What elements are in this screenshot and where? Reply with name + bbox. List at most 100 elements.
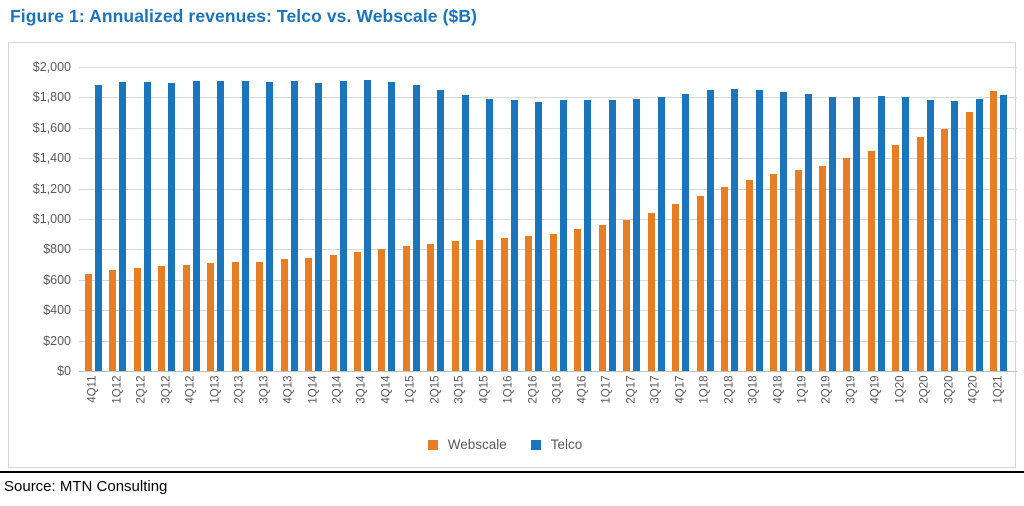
x-tick-label: 4Q19 bbox=[869, 375, 882, 404]
bar-telco-3q19 bbox=[853, 97, 861, 371]
x-tick-label: 3Q13 bbox=[258, 375, 271, 404]
bar-telco-4q14 bbox=[388, 82, 396, 371]
telco-legend-label: Telco bbox=[550, 437, 583, 452]
bar-telco-3q12 bbox=[168, 83, 176, 371]
bar-telco-1q12 bbox=[119, 82, 127, 371]
bar-telco-1q15 bbox=[412, 85, 420, 371]
x-tick-label: 2Q16 bbox=[527, 375, 540, 404]
bar-webscale-4q14 bbox=[378, 249, 386, 371]
y-tick-label: $400 bbox=[43, 303, 71, 318]
bar-telco-1q19 bbox=[804, 94, 812, 371]
x-tick-label: 3Q15 bbox=[453, 375, 466, 404]
bar-telco-4q13 bbox=[290, 81, 298, 371]
bar-webscale-4q19 bbox=[867, 151, 875, 371]
y-tick-label: $0 bbox=[57, 364, 71, 378]
bar-webscale-2q15 bbox=[427, 244, 435, 371]
bar-telco-3q17 bbox=[657, 97, 665, 371]
bar-telco-3q16 bbox=[559, 100, 567, 371]
bar-webscale-1q20 bbox=[892, 145, 900, 371]
chart-area: $0 $200 $400 $600 $800 $1,000 $1,200 $1,400 $1,6… bbox=[8, 42, 1017, 468]
bar-webscale-3q13 bbox=[256, 262, 264, 371]
x-tick-label: 1Q12 bbox=[111, 375, 124, 404]
bar-telco-3q14 bbox=[363, 80, 371, 371]
bar-telco-3q18 bbox=[755, 90, 763, 371]
x-tick-label: 1Q15 bbox=[404, 375, 417, 404]
bar-webscale-1q15 bbox=[402, 246, 410, 371]
bar-telco-1q18 bbox=[706, 90, 714, 371]
bar-telco-3q20 bbox=[951, 101, 959, 371]
x-tick-label: 2Q18 bbox=[723, 375, 736, 404]
bar-telco-3q13 bbox=[266, 82, 274, 371]
bar-telco-4q17 bbox=[682, 94, 690, 371]
x-tick-label: 1Q19 bbox=[796, 375, 809, 404]
gridline bbox=[79, 219, 1017, 220]
bar-webscale-4q20 bbox=[965, 112, 973, 371]
x-tick-label: 4Q13 bbox=[282, 375, 295, 404]
bar-telco-2q17 bbox=[633, 99, 641, 371]
bar-telco-4q12 bbox=[192, 81, 200, 371]
x-tick-label: 3Q14 bbox=[355, 375, 368, 404]
x-tick-label: 2Q13 bbox=[233, 375, 246, 404]
x-tick-label: 2Q19 bbox=[820, 375, 833, 404]
source-text: Source: MTN Consulting bbox=[4, 478, 168, 495]
bar-telco-4q20 bbox=[975, 99, 983, 371]
bar-telco-1q14 bbox=[315, 83, 322, 371]
bar-webscale-1q13 bbox=[207, 263, 215, 371]
x-tick-label: 4Q16 bbox=[576, 375, 589, 404]
chart-legend: Webscale Telco bbox=[9, 437, 1015, 452]
divider-line bbox=[0, 471, 1024, 473]
x-tick-label: 4Q12 bbox=[184, 375, 197, 404]
bar-webscale-2q20 bbox=[916, 137, 924, 371]
bar-webscale-1q14 bbox=[305, 258, 312, 371]
bar-telco-2q15 bbox=[437, 90, 445, 371]
bar-telco-2q20 bbox=[926, 100, 934, 371]
x-tick-label: 3Q19 bbox=[845, 375, 858, 404]
x-tick-label: 4Q14 bbox=[380, 375, 393, 404]
bar-webscale-3q18 bbox=[745, 180, 753, 371]
y-tick-label: $1,600 bbox=[32, 120, 71, 135]
bar-webscale-1q18 bbox=[696, 196, 704, 371]
x-tick-label: 1Q16 bbox=[502, 375, 515, 404]
x-tick-label: 3Q16 bbox=[551, 375, 564, 404]
bar-telco-1q21 bbox=[1000, 95, 1008, 371]
bar-webscale-2q19 bbox=[818, 166, 826, 371]
bar-telco-4q19 bbox=[877, 96, 885, 371]
x-tick-label: 1Q13 bbox=[209, 375, 222, 404]
bar-telco-1q17 bbox=[608, 100, 616, 371]
bar-telco-2q18 bbox=[731, 89, 739, 371]
gridline bbox=[79, 279, 1017, 281]
y-tick-label: $1,800 bbox=[32, 90, 71, 105]
bar-webscale-3q17 bbox=[647, 213, 655, 371]
bar-webscale-2q17 bbox=[623, 220, 631, 371]
x-tick-label: 3Q20 bbox=[943, 375, 956, 404]
gridline bbox=[79, 371, 1017, 372]
bar-telco-2q19 bbox=[828, 97, 836, 371]
x-tick-label: 2Q15 bbox=[429, 375, 442, 404]
x-tick-label: 2Q12 bbox=[135, 375, 148, 404]
y-tick-label: $800 bbox=[43, 242, 71, 257]
bar-webscale-2q16 bbox=[525, 236, 533, 371]
bar-webscale-4q13 bbox=[280, 259, 288, 371]
telco-legend-swatch bbox=[530, 439, 541, 450]
plot-area: $0 $200 $400 $600 $800 $1,000 $1,200 $1,400 $1,6… bbox=[9, 43, 1017, 467]
gridline bbox=[79, 188, 1017, 190]
bar-webscale-2q12 bbox=[133, 268, 141, 371]
x-tick-label: 1Q21 bbox=[992, 375, 1005, 404]
x-tick-label: 4Q17 bbox=[674, 375, 687, 404]
x-tick-label: 1Q17 bbox=[600, 375, 613, 404]
bar-telco-4q18 bbox=[780, 92, 787, 371]
bar-telco-4q16 bbox=[584, 100, 592, 371]
y-tick-label: $2,000 bbox=[32, 60, 71, 74]
y-tick-label: $1,400 bbox=[32, 151, 71, 166]
x-tick-label: 4Q11 bbox=[86, 375, 99, 403]
bar-telco-3q15 bbox=[461, 95, 469, 371]
bar-webscale-1q16 bbox=[500, 238, 508, 371]
bar-webscale-3q16 bbox=[549, 234, 557, 371]
bar-webscale-3q14 bbox=[353, 252, 361, 371]
bar-webscale-3q19 bbox=[843, 158, 851, 371]
bar-webscale-4q18 bbox=[770, 174, 777, 371]
bar-webscale-1q12 bbox=[109, 270, 117, 371]
figure-title: Figure 1: Annualized revenues: Telco vs.… bbox=[10, 6, 478, 26]
bar-webscale-1q19 bbox=[794, 170, 802, 371]
y-tick-label: $200 bbox=[43, 333, 71, 348]
